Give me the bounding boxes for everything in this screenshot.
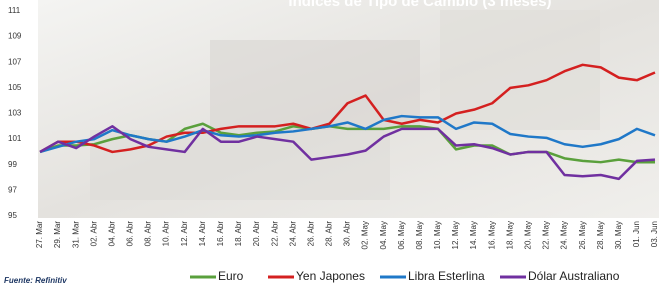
x-tick-label: 31. Mar — [71, 221, 80, 248]
x-tick-label: 30. Abr — [343, 221, 352, 247]
x-tick-label: 04. May — [379, 221, 388, 249]
x-tick-label: 26. May — [578, 221, 587, 249]
x-tick-label: 14. Abr — [198, 221, 207, 247]
x-tick-label: 22. May — [542, 221, 551, 249]
x-tick-label: 06. May — [397, 221, 406, 249]
x-tick-label: 22. Abr — [270, 221, 279, 247]
y-tick-label: 101 — [8, 134, 22, 143]
x-tick-label: 26. Abr — [306, 221, 315, 247]
y-tick-label: 95 — [8, 211, 17, 220]
legend-label: Dólar Australiano — [528, 269, 620, 283]
legend-label: Libra Esterlina — [408, 269, 485, 283]
source-note: Fuente: Refinitiv — [4, 276, 67, 285]
x-tick-label: 20. Abr — [252, 221, 261, 247]
x-tick-label: 10. May — [433, 221, 442, 249]
y-tick-label: 105 — [8, 83, 22, 92]
y-tick-label: 107 — [8, 57, 22, 66]
x-tick-label: 08. May — [415, 221, 424, 249]
y-tick-label: 97 — [8, 185, 17, 194]
chart: Índices de Tipo de Cambio (3 meses) Fuen… — [0, 0, 659, 288]
x-tick-label: 20. May — [523, 221, 532, 249]
chart-title: Índices de Tipo de Cambio (3 meses) — [288, 0, 551, 10]
x-tick-label: 08. Abr — [144, 221, 153, 247]
x-tick-label: 30. May — [614, 221, 623, 249]
x-tick-label: 04. Abr — [107, 221, 116, 247]
x-tick-label: 10. Abr — [162, 221, 171, 247]
x-tick-label: 24. May — [560, 221, 569, 249]
x-tick-label: 18. May — [505, 221, 514, 249]
x-tick-label: 29. Mar — [53, 221, 62, 248]
y-tick-label: 103 — [8, 109, 22, 118]
x-tick-label: 28. Abr — [325, 221, 334, 247]
legend-label: Euro — [218, 269, 244, 283]
x-tick-label: 06. Abr — [126, 221, 135, 247]
x-tick-label: 27. Mar — [35, 221, 44, 248]
photo-shape — [210, 40, 420, 130]
legend-label: Yen Japones — [296, 269, 365, 283]
x-tick-label: 01. Jun — [632, 221, 641, 247]
y-tick-label: 99 — [8, 160, 17, 169]
x-tick-label: 28. May — [596, 221, 605, 249]
x-tick-label: 16. May — [487, 221, 496, 249]
x-tick-label: 02. Abr — [89, 221, 98, 247]
y-tick-label: 109 — [8, 32, 22, 41]
x-tick-label: 12. Abr — [180, 221, 189, 247]
x-tick-label: 12. May — [451, 221, 460, 249]
x-tick-label: 18. Abr — [234, 221, 243, 247]
x-tick-label: 24. Abr — [288, 221, 297, 247]
y-tick-label: 111 — [8, 6, 21, 15]
x-tick-label: 02. May — [361, 221, 370, 249]
x-tick-label: 03. Jun — [650, 221, 659, 247]
x-tick-label: 16. Abr — [216, 221, 225, 247]
x-tick-label: 14. May — [469, 221, 478, 249]
